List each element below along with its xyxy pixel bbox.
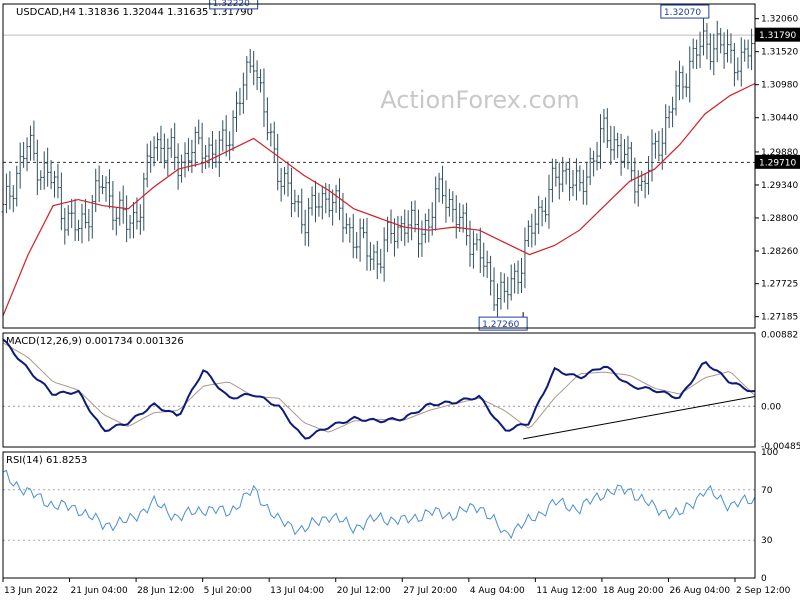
rsi-line [2,469,756,540]
x-tick-label: 13 Jun 2022 [4,586,58,596]
last-price-label: 1.31790 [759,31,796,41]
annotation-label: 1.27260 [482,320,519,330]
price-tick-label: 1.31520 [761,48,798,58]
x-tick-label: 28 Jun 12:00 [137,586,194,596]
rsi-tick-label: 30 [761,536,773,546]
macd-tick-label: 0.00882 [761,330,798,340]
x-tick-label: 18 Aug 20:00 [603,586,664,596]
price-tick-label: 1.30440 [761,114,798,124]
x-tick-label: 26 Aug 04:00 [669,586,730,596]
pane-frame-2 [2,451,756,579]
pane-frame-1 [2,332,756,448]
moving-average-line [2,82,756,317]
rsi-tick-label: 0 [761,574,767,584]
level-price-label: 1.29710 [759,158,796,168]
x-tick-label: 4 Aug 04:00 [470,586,525,596]
x-tick-label: 13 Jul 04:00 [270,586,324,596]
price-tick-label: 1.30980 [761,81,798,91]
x-tick-label: 21 Jun 04:00 [71,586,128,596]
price-tick-label: 1.27725 [761,280,798,290]
macd-title: MACD(12,26,9) 0.001734 0.001326 [6,336,184,347]
x-tick-label: 2 Sep 12:00 [736,586,791,596]
rsi-title: RSI(14) 61.8253 [6,455,87,466]
annotation-label-box [478,316,528,331]
annotation-label: 1.32070 [664,8,701,18]
price-tick-label: 1.32060 [761,15,798,25]
price-tick-label: 1.28800 [761,214,798,224]
macd-line [2,338,756,440]
macd-trendline [523,396,756,440]
last-price-label-box [755,27,800,42]
macd-signal-line [2,342,756,433]
x-tick-label: 5 Jul 20:00 [204,586,253,596]
x-tick-label: 20 Jul 12:00 [337,586,391,596]
watermark-text: ActionForex.com [380,86,580,114]
price-tick-label: 1.27185 [761,313,798,323]
price-tick-label: 1.29340 [761,181,798,191]
x-tick-label: 27 Jul 20:00 [403,586,457,596]
level-price-label-box [755,154,800,169]
price-tick-label: 1.29880 [761,148,798,158]
annotation-label-box [660,4,710,19]
symbol-label: USDCAD,H4 [16,7,76,18]
macd-tick-label: -0.004858 [761,442,800,452]
pane-frame-0 [2,3,756,329]
price-tick-label: 1.28260 [761,247,798,257]
rsi-tick-label: 70 [761,486,773,496]
ohlc-readout: 1.31836 1.32044 1.31635 1.31790 [78,7,253,18]
x-tick-label: 11 Aug 12:00 [536,586,597,596]
rsi-tick-label: 100 [761,448,778,458]
macd-tick-label: 0.00 [761,402,781,412]
